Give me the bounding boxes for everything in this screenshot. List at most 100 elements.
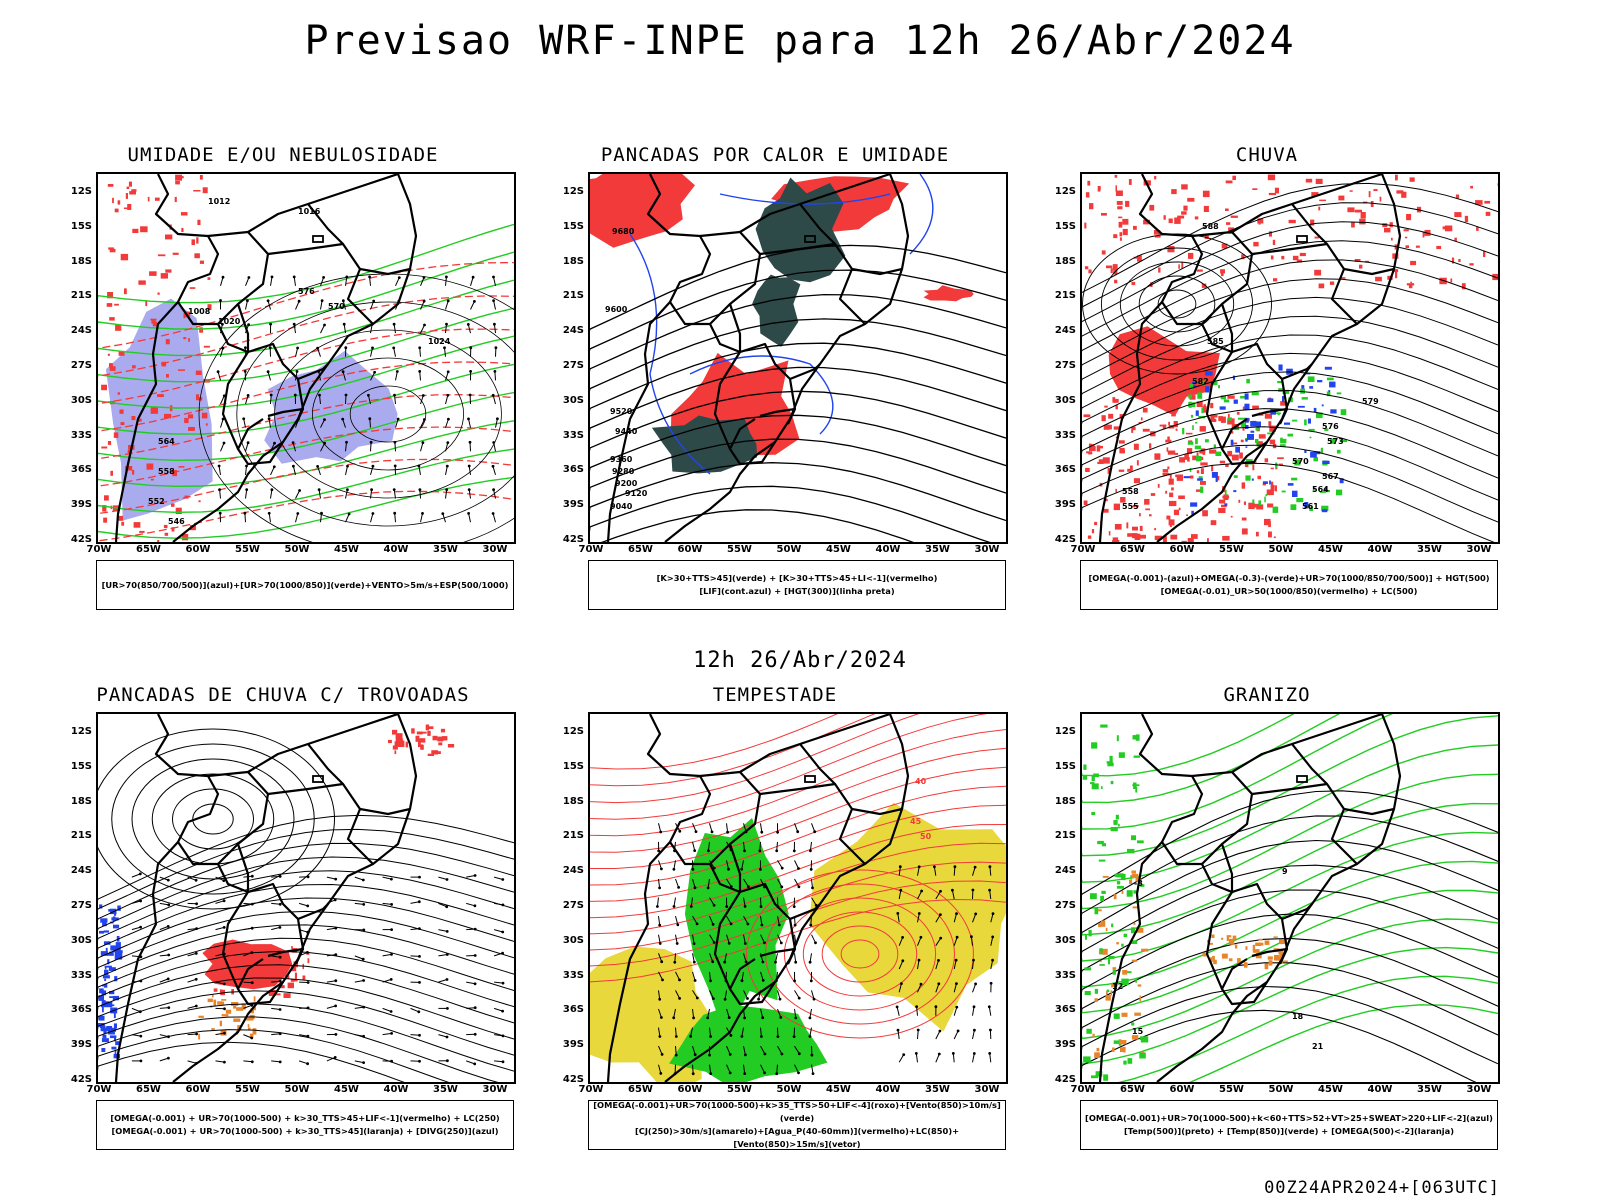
svg-text:585: 585 xyxy=(1207,337,1224,346)
svg-text:1020: 1020 xyxy=(218,317,241,326)
latitude-tick-label: 15S xyxy=(1054,220,1076,232)
svg-text:9200: 9200 xyxy=(615,479,638,488)
svg-text:-3: -3 xyxy=(1134,879,1143,888)
latitude-tick-label: 18S xyxy=(1054,255,1076,267)
legend-line: [OMEGA(-0.001)+UR>70(1000-500)+k<60+TTS>… xyxy=(1085,1113,1493,1123)
svg-text:45: 45 xyxy=(910,817,922,826)
longitude-tick-label: 35W xyxy=(1417,544,1442,555)
svg-text:576: 576 xyxy=(1322,422,1339,431)
legend-line: [OMEGA(-0.001)+UR>70(1000-500)+k>35_TTS>… xyxy=(593,1100,1001,1123)
rain-red-speckles-north xyxy=(1084,174,1498,290)
longitude-tick-label: 35W xyxy=(1417,1084,1442,1095)
country-borders xyxy=(1098,174,1402,542)
panel-thunder-showers: PANCADAS DE CHUVA C/ TROVOADAS 12S 15S 18S 2… xyxy=(48,684,518,1164)
longitude-tick-label: 55W xyxy=(727,544,752,555)
latitude-tick-label: 12S xyxy=(562,726,584,737)
svg-text:567: 567 xyxy=(1322,472,1339,481)
latitude-tick-label: 12S xyxy=(562,186,584,197)
legend-line: [LIF](cont.azul) + [HGT(300)](linha pret… xyxy=(699,586,895,596)
wind-850-green-south xyxy=(669,1004,828,1082)
latitude-tick-label: 21S xyxy=(562,830,584,842)
country-borders xyxy=(606,714,910,1082)
longitude-tick-label: 70W xyxy=(1070,544,1096,555)
latitude-tick-label: 21S xyxy=(70,830,92,842)
svg-text:579: 579 xyxy=(1362,397,1379,406)
map-plot-area: 1012 1016 1020 1024 1008 576 570 564 558 552 546 xyxy=(96,172,516,544)
red-region-ocean xyxy=(923,285,974,302)
latitude-tick-label: 15S xyxy=(562,760,584,772)
svg-text:1016: 1016 xyxy=(298,207,321,216)
longitude-tick-label: 40W xyxy=(875,544,901,555)
country-borders xyxy=(114,174,418,542)
legend-box: [OMEGA(-0.001)+UR>70(1000-500)+k<60+TTS>… xyxy=(1080,1100,1498,1150)
svg-text:552: 552 xyxy=(148,497,165,506)
latitude-tick-label: 15S xyxy=(562,220,584,232)
latitude-tick-label: 42S xyxy=(562,534,584,545)
longitude-tick-label: 60W xyxy=(185,544,211,555)
longitude-tick-label: 35W xyxy=(925,544,950,555)
weather-map xyxy=(98,714,514,1082)
svg-text:576: 576 xyxy=(298,287,315,296)
latitude-tick-label: 36S xyxy=(562,464,584,476)
latitude-tick-label: 39S xyxy=(562,1039,584,1051)
green-detail xyxy=(1082,724,1149,1081)
latitude-tick-label: 18S xyxy=(70,795,92,807)
latitude-tick-label: 12S xyxy=(1054,726,1076,737)
temperature-contour-labels: -3 9 12 15 18 21 xyxy=(1112,867,1324,1051)
svg-text:582: 582 xyxy=(1192,377,1209,386)
svg-text:50: 50 xyxy=(920,832,932,841)
longitude-tick-label: 30W xyxy=(482,544,508,555)
panel-storm: TEMPESTADE 40 45 50 12S 15S 18S 21S 24S 27S 30S 33S… xyxy=(540,684,1010,1164)
latitude-tick-label: 21S xyxy=(1054,290,1076,302)
map-plot-area: 588 585 582 579 576 573 570 567 564 561 558 555 xyxy=(1080,172,1500,544)
country-borders xyxy=(114,714,418,1082)
rain-red-speckles-south xyxy=(1083,394,1286,542)
lifted-index-contours xyxy=(629,174,934,475)
latitude-tick-label: 27S xyxy=(562,360,584,371)
svg-text:9120: 9120 xyxy=(625,489,648,498)
legend-box: [OMEGA(-0.001)-(azul)+OMEGA(-0.3)-(verde… xyxy=(1080,560,1498,610)
latitude-tick-label: 36S xyxy=(70,1004,92,1016)
svg-text:18: 18 xyxy=(1292,1012,1304,1021)
weather-map: 40 45 50 xyxy=(590,714,1006,1082)
latitude-tick-label: 18S xyxy=(562,795,584,807)
longitude-tick-label: 60W xyxy=(1169,1084,1195,1095)
longitude-tick-label: 70W xyxy=(578,1084,604,1095)
latitude-tick-label: 12S xyxy=(1054,186,1076,197)
longitude-tick-label: 50W xyxy=(1268,1084,1294,1095)
legend-line: [OMEGA(-0.01)_UR>50(1000/850)(vermelho) … xyxy=(1160,586,1418,596)
panel-title: UMIDADE E/OU NEBULOSIDADE xyxy=(127,144,439,166)
longitude-tick-label: 60W xyxy=(677,1084,703,1095)
latitude-tick-label: 27S xyxy=(562,900,584,911)
longitude-tick-label: 55W xyxy=(1219,544,1244,555)
latitude-tick-label: 30S xyxy=(562,394,584,406)
latitude-tick-label: 39S xyxy=(562,499,584,511)
streamlines-250 xyxy=(98,814,514,1082)
svg-text:15: 15 xyxy=(1132,1027,1144,1036)
map-plot-area xyxy=(96,712,516,1084)
legend-box: [UR>70(850/700/500)](azul)+[UR>70(1000/8… xyxy=(96,560,514,610)
weather-map: -3 9 12 15 18 21 xyxy=(1082,714,1498,1082)
latitude-tick-label: 12S xyxy=(70,726,92,737)
geopotential-500-contours xyxy=(1082,182,1498,542)
svg-text:9600: 9600 xyxy=(605,305,628,314)
red-region-north-west xyxy=(590,174,695,248)
low-pressure-center xyxy=(1082,233,1272,375)
longitude-tick-label: 55W xyxy=(727,1084,752,1095)
svg-text:9: 9 xyxy=(1282,867,1288,876)
latitude-tick-label: 30S xyxy=(1054,934,1076,946)
svg-text:1012: 1012 xyxy=(208,197,230,206)
temp-850-contours xyxy=(1082,714,1498,1082)
latitude-tick-label: 33S xyxy=(70,969,92,981)
longitude-tick-label: 30W xyxy=(1466,1084,1492,1095)
omega-orange-west xyxy=(1092,870,1149,1058)
latitude-tick-label: 18S xyxy=(70,255,92,267)
svg-text:9040: 9040 xyxy=(610,502,633,511)
longitude-tick-label: 40W xyxy=(383,1084,409,1095)
wind-vectors-850-east xyxy=(895,865,995,1063)
legend-line: [CJ(250)>30m/s](amarelo)+[Agua_P(40-60mm… xyxy=(634,1126,960,1149)
latitude-tick-label: 24S xyxy=(1054,865,1076,877)
longitude-tick-label: 50W xyxy=(284,1084,310,1095)
